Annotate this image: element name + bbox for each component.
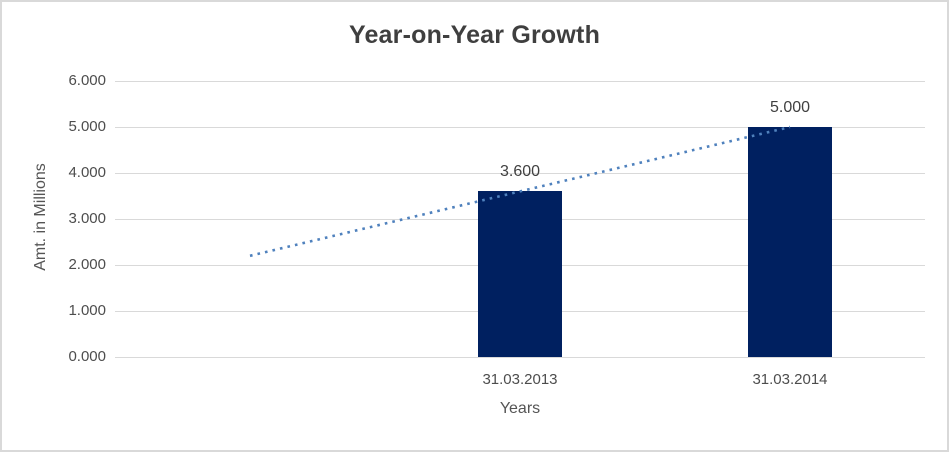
- bar-value-label: 5.000: [769, 99, 811, 116]
- bar-value-label: 3.600: [499, 163, 541, 181]
- gridline: [115, 80, 925, 82]
- y-tick-label: 5.000: [68, 118, 106, 135]
- y-tick-label: 2.000: [68, 256, 106, 273]
- x-tick-label: 31.03.2014: [752, 371, 828, 388]
- y-tick-label: 3.000: [68, 210, 106, 227]
- bar: [478, 191, 562, 357]
- bar: [748, 127, 832, 357]
- y-tick-label: 0.000: [68, 348, 106, 365]
- chart-title: Year-on-Year Growth: [348, 21, 601, 49]
- x-tick-label: 31.03.2013: [482, 371, 558, 388]
- x-axis-title: Years: [499, 400, 541, 417]
- y-tick-label: 4.000: [68, 164, 106, 181]
- y-tick-label: 6.000: [68, 72, 106, 89]
- y-tick-label: 1.000: [68, 302, 106, 319]
- gridline: [115, 356, 925, 358]
